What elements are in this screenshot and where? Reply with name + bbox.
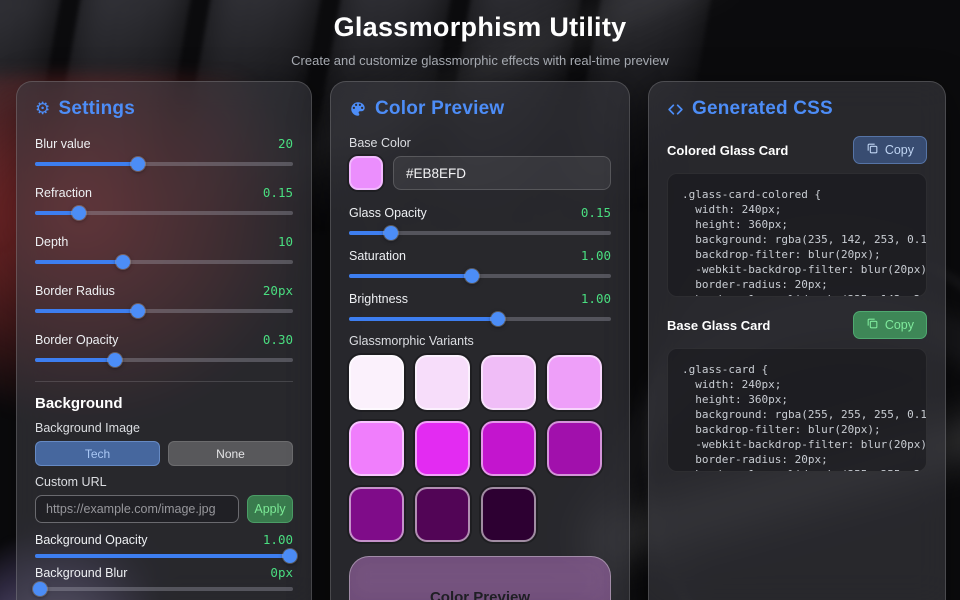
code-icon — [667, 101, 684, 118]
glass-preview-card-label: Color Preview — [429, 589, 531, 600]
slider-label: Background Blur — [35, 566, 128, 580]
page-subtitle: Create and customize glassmorphic effect… — [291, 53, 669, 68]
copy-icon — [866, 317, 879, 333]
base-color-hex-input[interactable] — [393, 156, 611, 190]
colored-glass-card-label: Colored Glass Card — [667, 142, 789, 158]
slider-thumb[interactable] — [71, 206, 86, 220]
settings-panel: ⚙ Settings Blur value 20 Refraction 0.15… — [16, 81, 312, 600]
slider-track[interactable] — [35, 353, 293, 367]
background-image-none-button[interactable]: None — [168, 441, 293, 466]
slider-thumb[interactable] — [131, 304, 146, 318]
background-image-tech-button[interactable]: Tech — [35, 441, 160, 466]
slider-value: 0.15 — [262, 185, 293, 200]
slider-value: 20px — [262, 283, 293, 298]
settings-panel-title: ⚙ Settings — [35, 98, 136, 119]
slider-value: 1.00 — [580, 248, 611, 263]
color-preview-panel: Color Preview Base Color Glass Opacity 0… — [330, 81, 630, 600]
slider-label: Border Radius — [35, 284, 115, 298]
slider-label: Blur value — [35, 137, 91, 151]
slider-value: 20 — [277, 136, 293, 151]
slider-thumb[interactable] — [33, 582, 48, 596]
slider-track[interactable] — [349, 312, 611, 326]
variant-swatch[interactable] — [349, 355, 404, 410]
slider-brightness: Brightness 1.00 — [349, 291, 611, 326]
slider-track[interactable] — [349, 269, 611, 283]
variant-swatch[interactable] — [481, 487, 536, 542]
copy-base-css-button[interactable]: Copy — [852, 311, 927, 339]
slider-track[interactable] — [35, 157, 293, 171]
slider-label: Brightness — [349, 292, 409, 306]
page-title: Glassmorphism Utility — [333, 12, 627, 42]
slider-thumb[interactable] — [491, 312, 506, 326]
variant-swatch[interactable] — [415, 421, 470, 476]
gear-icon: ⚙ — [35, 98, 51, 119]
slider-value: 0.15 — [580, 205, 611, 220]
slider-blur-value: Blur value 20 — [35, 136, 293, 171]
variant-swatch[interactable] — [547, 355, 602, 410]
slider-track[interactable] — [35, 255, 293, 269]
copy-icon — [866, 142, 879, 158]
slider-track[interactable] — [349, 226, 611, 240]
custom-url-input[interactable] — [35, 495, 239, 523]
slider-refraction: Refraction 0.15 — [35, 185, 293, 220]
slider-thumb[interactable] — [115, 255, 130, 269]
slider-thumb[interactable] — [383, 226, 398, 240]
slider-saturation: Saturation 1.00 — [349, 248, 611, 283]
base-glass-card-code: .glass-card { width: 240px; height: 360p… — [667, 348, 927, 472]
slider-thumb[interactable] — [131, 157, 146, 171]
slider-glass-opacity: Glass Opacity 0.15 — [349, 205, 611, 240]
variant-swatch[interactable] — [415, 487, 470, 542]
slider-thumb[interactable] — [283, 549, 298, 563]
background-image-label: Background Image — [35, 421, 140, 435]
background-section-heading: Background — [35, 395, 123, 412]
variant-swatch[interactable] — [547, 421, 602, 476]
divider — [35, 381, 293, 382]
page-header: Glassmorphism Utility Create and customi… — [0, 0, 960, 68]
slider-value: 10 — [277, 234, 293, 249]
custom-url-label: Custom URL — [35, 475, 107, 489]
variant-swatch[interactable] — [481, 355, 536, 410]
palette-icon — [349, 100, 367, 118]
variant-swatch[interactable] — [349, 487, 404, 542]
slider-label: Depth — [35, 235, 69, 249]
variants-grid — [349, 355, 611, 542]
generated-css-panel: Generated CSS Colored Glass Card Copy .g… — [648, 81, 946, 600]
slider-label: Saturation — [349, 249, 406, 263]
slider-track[interactable] — [35, 549, 298, 563]
slider-track[interactable] — [35, 206, 293, 220]
slider-label: Refraction — [35, 186, 92, 200]
base-color-swatch[interactable] — [349, 156, 383, 190]
glass-preview-card: Color Preview — [349, 556, 611, 600]
variant-swatch[interactable] — [481, 421, 536, 476]
slider-border-radius: Border Radius 20px — [35, 283, 293, 318]
slider-value: 1.00 — [580, 291, 611, 306]
slider-thumb[interactable] — [465, 269, 480, 283]
variant-swatch[interactable] — [415, 355, 470, 410]
colored-glass-card-code: .glass-card-colored { width: 240px; heig… — [667, 173, 927, 297]
copy-colored-css-button[interactable]: Copy — [852, 136, 927, 164]
slider-background-blur: Background Blur 0px — [33, 565, 293, 596]
base-glass-card-label: Base Glass Card — [667, 317, 771, 333]
slider-label: Border Opacity — [35, 333, 119, 347]
slider-label: Background Opacity — [35, 533, 148, 547]
slider-background-opacity: Background Opacity 1.00 — [35, 532, 298, 563]
slider-value: 1.00 — [262, 532, 293, 547]
apply-button[interactable]: Apply — [247, 495, 293, 523]
slider-thumb[interactable] — [107, 353, 122, 367]
color-preview-panel-title: Color Preview — [349, 98, 611, 120]
base-color-label: Base Color — [349, 136, 411, 150]
slider-track[interactable] — [35, 304, 293, 318]
slider-depth: Depth 10 — [35, 234, 293, 269]
slider-value: 0px — [270, 565, 293, 580]
variants-label: Glassmorphic Variants — [349, 334, 474, 348]
generated-css-panel-title: Generated CSS — [667, 98, 927, 120]
slider-track[interactable] — [33, 582, 293, 596]
variant-swatch[interactable] — [349, 421, 404, 476]
slider-label: Glass Opacity — [349, 206, 427, 220]
slider-value: 0.30 — [262, 332, 293, 347]
slider-border-opacity: Border Opacity 0.30 — [35, 332, 293, 367]
